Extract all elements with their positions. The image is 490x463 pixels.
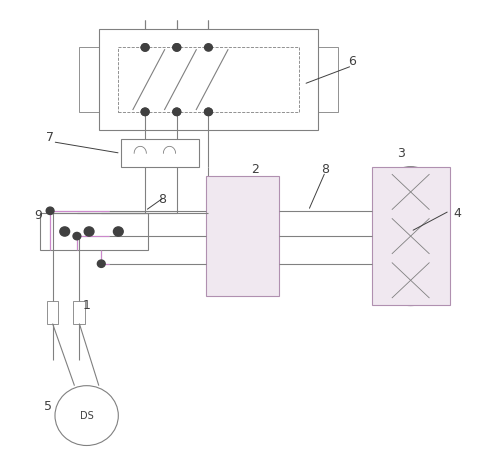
Text: 5: 5 [44, 400, 51, 413]
Bar [318, 47, 338, 112]
Circle shape [173, 44, 181, 51]
Circle shape [141, 44, 149, 51]
Text: 4: 4 [453, 206, 461, 219]
Text: 3: 3 [397, 147, 405, 160]
Circle shape [73, 232, 81, 240]
Text: 8: 8 [158, 193, 166, 206]
Bar [47, 300, 58, 324]
Text: 2: 2 [251, 163, 259, 176]
Bar [121, 139, 199, 167]
Bar [79, 47, 99, 112]
Text: 8: 8 [321, 163, 329, 176]
Bar [206, 176, 279, 296]
Circle shape [204, 108, 212, 116]
Bar [40, 213, 147, 250]
Circle shape [204, 108, 212, 116]
Text: 7: 7 [46, 131, 54, 144]
Circle shape [204, 44, 212, 51]
Text: 1: 1 [83, 299, 91, 312]
Circle shape [98, 260, 105, 268]
Bar [99, 29, 318, 130]
Circle shape [60, 227, 70, 236]
Text: DS: DS [80, 411, 94, 420]
Circle shape [141, 108, 149, 116]
Bar [372, 167, 450, 305]
Bar [74, 300, 85, 324]
Circle shape [84, 227, 94, 236]
Circle shape [55, 386, 118, 445]
Circle shape [173, 44, 181, 51]
Text: 9: 9 [34, 209, 42, 222]
Text: 6: 6 [348, 55, 356, 68]
Circle shape [141, 108, 149, 116]
Circle shape [114, 227, 123, 236]
Circle shape [46, 207, 54, 214]
Bar [118, 47, 298, 112]
Circle shape [141, 44, 149, 51]
Circle shape [173, 108, 181, 116]
Circle shape [173, 108, 181, 116]
